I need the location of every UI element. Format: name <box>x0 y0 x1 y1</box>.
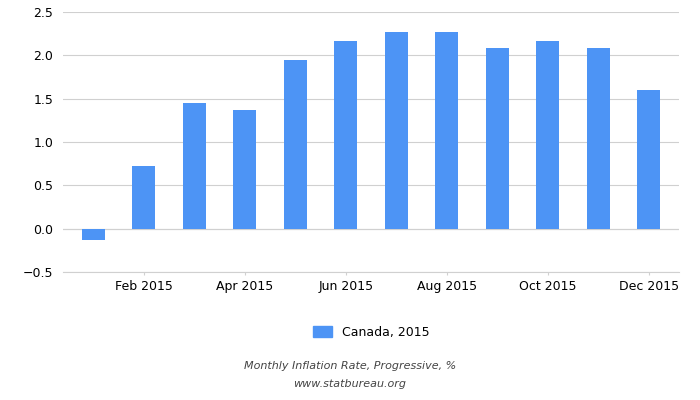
Text: Monthly Inflation Rate, Progressive, %: Monthly Inflation Rate, Progressive, % <box>244 361 456 371</box>
Bar <box>132 166 155 229</box>
Bar <box>335 41 357 229</box>
Bar <box>536 41 559 229</box>
Legend: Canada, 2015: Canada, 2015 <box>308 321 434 344</box>
Bar <box>435 32 458 229</box>
Text: www.statbureau.org: www.statbureau.org <box>293 379 407 389</box>
Bar <box>486 48 509 229</box>
Bar <box>284 60 307 229</box>
Bar <box>82 229 105 240</box>
Bar <box>385 32 407 229</box>
Bar <box>183 103 206 229</box>
Bar <box>587 48 610 229</box>
Bar <box>233 110 256 229</box>
Bar <box>637 90 660 229</box>
